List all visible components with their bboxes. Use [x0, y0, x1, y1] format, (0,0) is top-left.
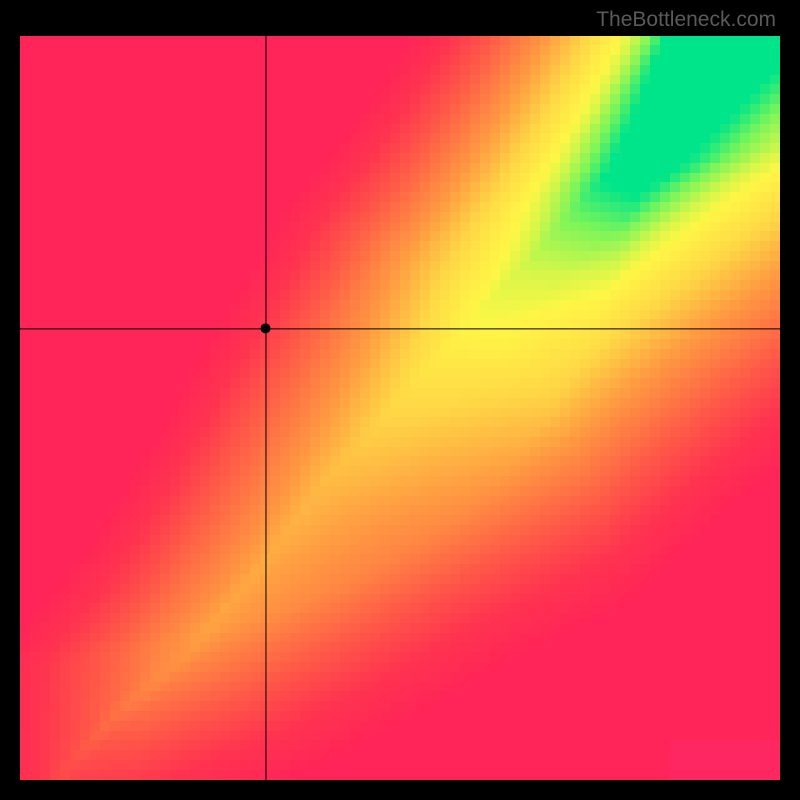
heatmap-plot [20, 36, 780, 780]
heatmap-canvas [20, 36, 780, 780]
chart-container: TheBottleneck.com [0, 0, 800, 800]
watermark-text: TheBottleneck.com [596, 8, 776, 32]
